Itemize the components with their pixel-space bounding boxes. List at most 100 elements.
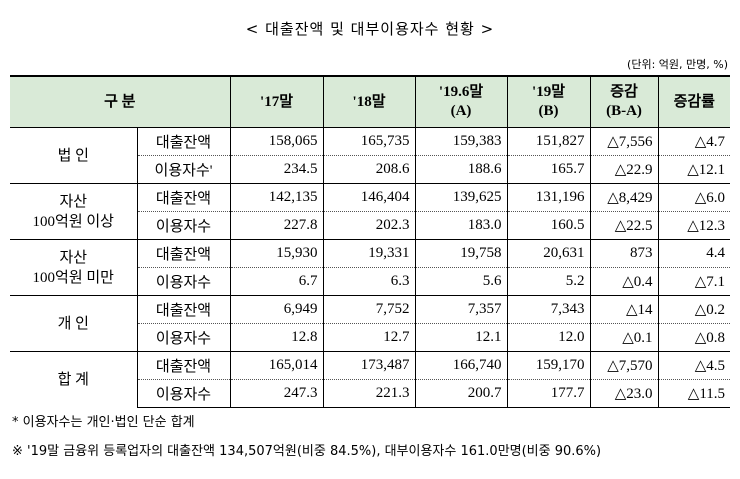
- text-line: 구 분: [104, 93, 136, 110]
- value-cell: 5.6: [414, 267, 508, 296]
- item-label: 대출잔액: [136, 295, 231, 324]
- value-cell: 139,625: [414, 183, 508, 212]
- value-cell: 7,357: [414, 295, 508, 324]
- value-cell: △0.2: [657, 295, 731, 324]
- value-cell: 20,631: [506, 239, 591, 268]
- value-cell: 146,404: [322, 183, 416, 212]
- value-cell: 165,735: [322, 127, 416, 156]
- unit: (단위: 억원, 만명, %): [627, 58, 728, 71]
- table: 구 분 '17말 '18말 '19.6말 (A) '19말 (B) 증감 (B-A) 증감률 법 …: [10, 75, 731, 408]
- group-label: 법 인: [10, 127, 138, 184]
- text-line: 100억원 이상: [32, 213, 114, 230]
- value-cell: 873: [589, 239, 659, 268]
- value-cell: △0.8: [657, 323, 731, 352]
- header-cell: 증감 (B-A): [589, 75, 659, 128]
- text-line: 증감률: [673, 93, 715, 110]
- text-line: (B): [538, 103, 559, 119]
- value-cell: 6,949: [229, 295, 324, 324]
- value-cell: 247.3: [229, 379, 324, 408]
- item-label: 대출잔액: [136, 239, 231, 268]
- value-cell: 173,487: [322, 351, 416, 380]
- item-label: 이용자수: [137, 211, 231, 240]
- value-cell: 15,930: [229, 239, 324, 268]
- table-row: 이용자수 12.8 12.7 12.1 12.0 △0.1 △0.8: [10, 323, 731, 352]
- text-line: (B-A): [606, 103, 642, 119]
- value-cell: △22.9: [589, 155, 659, 184]
- value-cell: 19,331: [322, 239, 416, 268]
- value-cell: 12.7: [322, 323, 416, 352]
- value-cell: 160.5: [506, 211, 591, 240]
- value-cell: 142,135: [229, 183, 324, 212]
- value-cell: 6.7: [229, 267, 324, 296]
- value-cell: 202.3: [322, 211, 416, 240]
- item-label: 이용자수: [137, 267, 231, 296]
- value-cell: 166,740: [414, 351, 508, 380]
- header-cell: 증감률: [657, 75, 731, 128]
- value-cell: 208.6: [322, 155, 416, 184]
- value-cell: △4.5: [657, 351, 731, 380]
- text-line: '19말: [532, 84, 565, 100]
- text-line: 자산: [59, 249, 88, 266]
- value-cell: △7,570: [589, 351, 659, 380]
- value-cell: △7.1: [657, 267, 731, 296]
- value-cell: △7,556: [589, 127, 659, 156]
- text-line: (A): [450, 103, 472, 119]
- item-label: 대출잔액: [136, 183, 231, 212]
- value-cell: 4.4: [657, 239, 731, 268]
- table-row: 개 인 대출잔액 6,949 7,752 7,357 7,343 △14 △0.2: [10, 295, 731, 352]
- value-cell: 12.0: [506, 323, 591, 352]
- table-row: 법 인 대출잔액 158,065 165,735 159,383 151,827 △7,55…: [10, 127, 731, 184]
- value-cell: △12.3: [657, 211, 731, 240]
- table-row: 자산 100억원 미만 대출잔액 15,930 19,331 19,758 20,631 87…: [10, 239, 731, 296]
- item-label: 이용자수: [137, 323, 231, 352]
- value-cell: 159,383: [414, 127, 508, 156]
- table-row: 이용자수' 234.5 208.6 188.6 165.7 △22.9 △12.1: [10, 155, 731, 184]
- title: < 대출잔액 및 대부이용자수 현황 >: [245, 20, 495, 38]
- value-cell: △11.5: [657, 379, 731, 408]
- text-line: '19.6말: [438, 84, 484, 100]
- text-line: 자산: [59, 193, 88, 210]
- text-line: 개 인: [57, 315, 89, 332]
- value-cell: 131,196: [506, 183, 591, 212]
- value-cell: 151,827: [506, 127, 591, 156]
- item-label: 이용자수: [137, 379, 231, 408]
- value-cell: △8,429: [589, 183, 659, 212]
- value-cell: 234.5: [229, 155, 324, 184]
- value-cell: 188.6: [414, 155, 508, 184]
- text-line: '17말: [260, 93, 293, 110]
- value-cell: 165.7: [506, 155, 591, 184]
- header-cell: '19말 (B): [506, 75, 591, 128]
- value-cell: 7,752: [322, 295, 416, 324]
- value-cell: 183.0: [414, 211, 508, 240]
- text-line: 100억원 미만: [32, 269, 114, 286]
- item-label: 대출잔액: [136, 351, 231, 380]
- header-cell: '18말: [322, 75, 416, 128]
- table-row: 이용자수 6.7 6.3 5.6 5.2 △0.4 △7.1: [10, 267, 731, 296]
- value-cell: △23.0: [589, 379, 659, 408]
- table-header: 구 분 '17말 '18말 '19.6말 (A) '19말 (B) 증감 (B-A) 증감률: [10, 75, 731, 128]
- value-cell: 6.3: [322, 267, 416, 296]
- table-row: 이용자수 247.3 221.3 200.7 177.7 △23.0 △11.5: [10, 379, 731, 408]
- table-row: 이용자수 227.8 202.3 183.0 160.5 △22.5 △12.3: [10, 211, 731, 240]
- table-body: 법 인 대출잔액 158,065 165,735 159,383 151,827 △7,55…: [10, 127, 731, 408]
- text-line: 법 인: [57, 147, 89, 164]
- value-cell: 221.3: [322, 379, 416, 408]
- value-cell: △0.4: [589, 267, 659, 296]
- note: ※ '19말 금융위 등록업자의 대출잔액 134,507억원(비중 84.5%…: [12, 444, 602, 459]
- value-cell: 12.1: [414, 323, 508, 352]
- value-cell: 159,170: [506, 351, 591, 380]
- text-line: '18말: [352, 93, 386, 110]
- note: * 이용자수는 개인·법인 단순 합계: [12, 415, 195, 430]
- value-cell: △6.0: [657, 183, 731, 212]
- value-cell: 227.8: [229, 211, 324, 240]
- group-label: 자산 100억원 미만: [10, 239, 138, 296]
- item-label: 이용자수': [137, 155, 231, 184]
- value-cell: 12.8: [229, 323, 324, 352]
- header-cell: '19.6말 (A): [414, 75, 508, 128]
- table-row: 자산 100억원 이상 대출잔액 142,135 146,404 139,625 131,1…: [10, 183, 731, 240]
- text-line: 합 계: [57, 371, 89, 388]
- header-cell: 구 분: [10, 75, 231, 128]
- value-cell: 5.2: [506, 267, 591, 296]
